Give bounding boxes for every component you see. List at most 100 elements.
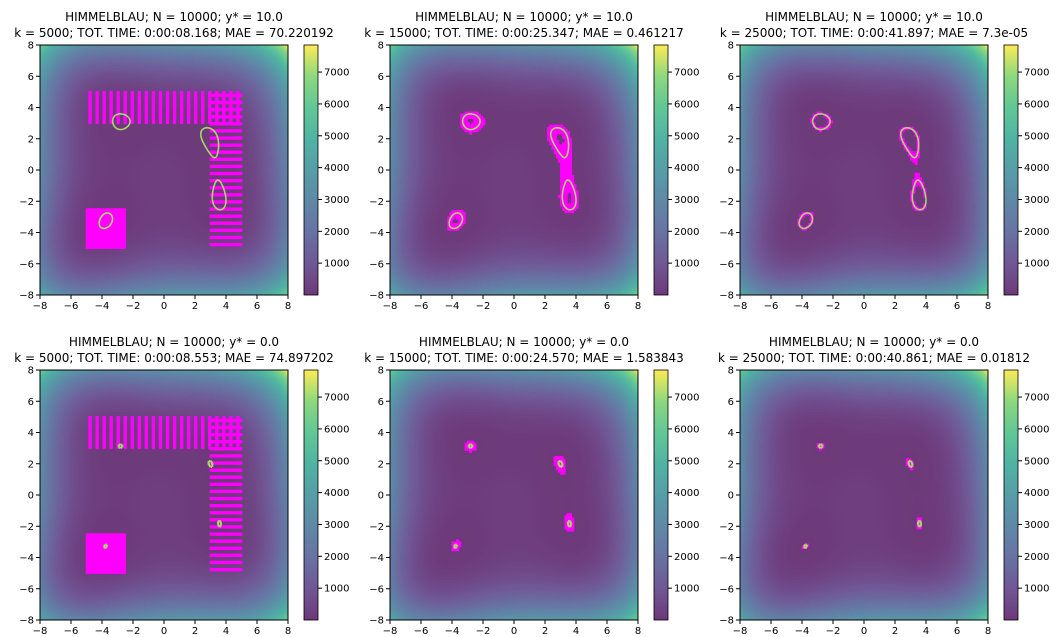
sample-point [553,124,557,128]
sample-point [112,210,116,214]
sample-point [110,559,114,564]
sample-point [96,231,100,235]
sample-point [99,236,104,240]
sample-point [113,236,118,240]
sample-point [96,208,100,212]
sample-point [102,415,106,420]
colorbar-tick-label: 5000 [674,456,699,467]
sample-point [239,546,243,550]
sample-point [110,551,114,555]
colorbar-tick-label: 4000 [1024,488,1049,499]
colorbar-tick-label: 2000 [324,552,349,563]
sample-point [564,190,568,194]
sample-point [115,570,119,574]
sample-point [462,216,466,220]
sample-point [473,447,477,451]
sample-point [236,415,240,420]
sample-point [99,558,104,562]
sample-point [144,90,148,95]
y-tick-label: 0 [728,166,734,177]
sample-point [122,533,126,537]
sample-point [106,559,111,564]
sample-point [87,231,91,235]
sample-point [555,131,559,135]
sample-point [113,567,118,571]
sample-point [113,544,118,548]
sample-point [566,517,570,521]
sample-point [573,201,577,205]
sample-point [91,552,95,557]
sample-point [122,558,126,562]
colorbar [653,369,669,621]
y-tick-label: −8 [369,291,384,302]
sample-point [85,213,89,217]
sample-point [99,549,104,553]
colorbar-tick-label: 1000 [674,584,699,595]
sample-point [119,234,123,239]
sample-point [112,243,116,248]
sample-point [106,545,111,549]
sample-point [451,545,455,550]
sample-point [121,233,125,237]
sample-point [568,172,573,176]
sample-point [475,122,479,126]
y-tick-label: 6 [28,397,34,408]
sample-point [144,415,148,420]
sample-point [92,535,97,539]
sample-point [562,131,566,135]
sample-point [94,234,98,239]
sample-point [96,227,100,232]
sample-point [165,90,170,95]
sample-point [121,234,125,239]
sample-point [551,142,555,146]
sample-point [89,561,93,565]
y-tick-label: −8 [369,616,384,627]
sample-point [570,174,575,179]
sample-point [115,234,119,239]
sample-point [239,108,243,112]
sample-point [101,243,105,248]
sample-point [208,90,212,95]
sample-point [553,137,557,141]
sample-point [119,211,123,216]
sample-point [112,236,116,240]
x-tick-label: 2 [542,626,548,637]
sample-point [96,215,100,219]
sample-point [108,243,112,248]
sample-point [98,242,102,246]
sample-point [119,533,123,537]
y-tick-label: 2 [28,459,34,470]
sample-point [110,238,114,242]
sample-point [449,218,453,222]
sample-point [105,536,109,541]
sample-point [449,220,453,225]
sample-point [573,199,577,203]
sample-point [551,144,555,148]
sample-point [106,210,111,214]
subplot-title: HIMMELBLAU; N = 10000; y* = 0.0 [769,335,979,349]
sample-point [560,201,564,205]
sample-point [96,535,100,539]
sample-point [119,236,123,240]
x-tick-label: −4 [95,626,110,637]
sample-point [113,234,118,239]
sample-point [99,556,104,560]
sample-point [458,216,462,220]
sample-point [560,161,564,166]
sample-point [239,418,243,423]
sample-point [562,168,566,172]
y-tick-label: 2 [378,134,384,145]
sample-point [239,193,243,197]
sample-point [85,238,89,242]
sample-point [87,245,91,249]
sample-point [568,155,573,159]
y-tick-label: −4 [19,553,34,564]
sample-point [117,243,121,248]
sample-point [108,545,112,549]
sample-point [117,551,121,555]
sample-point [91,551,95,555]
sample-point [566,179,570,183]
x-tick-label: 4 [923,626,929,637]
